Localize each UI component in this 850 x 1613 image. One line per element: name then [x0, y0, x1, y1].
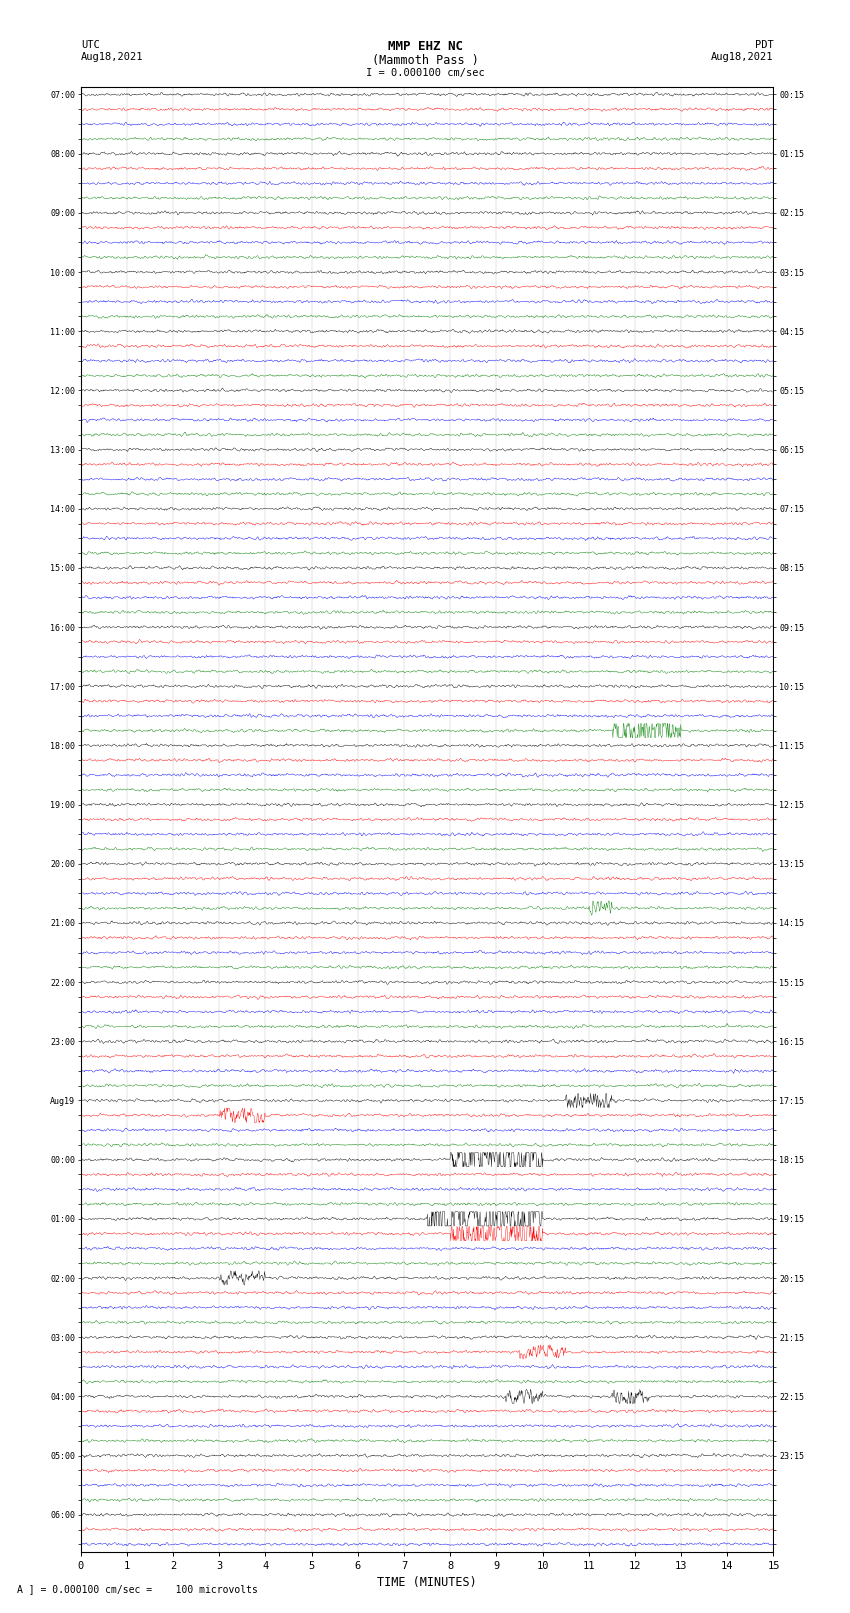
Text: Aug18,2021: Aug18,2021: [711, 52, 774, 63]
Text: PDT: PDT: [755, 39, 774, 50]
Text: Aug18,2021: Aug18,2021: [81, 52, 144, 63]
Text: UTC: UTC: [81, 39, 99, 50]
Text: I = 0.000100 cm/sec: I = 0.000100 cm/sec: [366, 68, 484, 77]
Text: A ] = 0.000100 cm/sec =    100 microvolts: A ] = 0.000100 cm/sec = 100 microvolts: [17, 1584, 258, 1594]
Text: (Mammoth Pass ): (Mammoth Pass ): [371, 53, 479, 68]
Text: MMP EHZ NC: MMP EHZ NC: [388, 39, 462, 53]
X-axis label: TIME (MINUTES): TIME (MINUTES): [377, 1576, 477, 1589]
